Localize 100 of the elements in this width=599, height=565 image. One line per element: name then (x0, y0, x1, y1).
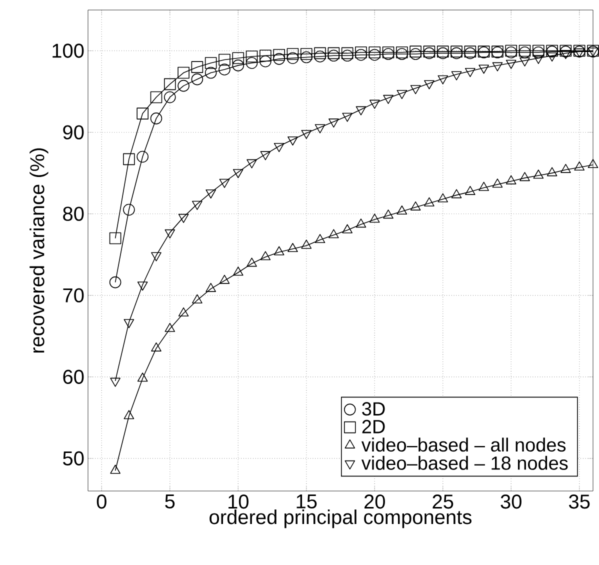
point (246, 50, 258, 62)
point (588, 159, 598, 168)
point (560, 50, 571, 60)
x-tick-label: 10 (228, 494, 248, 509)
y-tick-label: 60 (63, 370, 84, 384)
point (383, 210, 394, 219)
legend-label: 3D (362, 402, 385, 416)
point (410, 201, 421, 210)
point (192, 294, 202, 304)
y-tick-label: 50 (63, 451, 84, 466)
point (438, 75, 448, 84)
x-tick-label: 20 (364, 494, 385, 509)
point (150, 112, 162, 124)
point (110, 464, 120, 474)
point (368, 48, 381, 61)
point (355, 46, 367, 58)
point (314, 50, 326, 62)
x-tick-label: 15 (296, 494, 317, 508)
point (314, 234, 326, 244)
point (368, 46, 381, 58)
point (546, 167, 558, 176)
legend-label: 2D (362, 420, 385, 434)
point (341, 47, 354, 60)
point (341, 50, 354, 62)
point (206, 282, 216, 292)
point (520, 57, 530, 66)
y-tick-label: 70 (63, 288, 84, 302)
point (478, 182, 489, 191)
point (109, 276, 122, 288)
point (451, 71, 462, 80)
point (369, 100, 380, 109)
point (560, 164, 571, 173)
point (260, 251, 271, 260)
point (246, 57, 258, 69)
point (232, 266, 244, 276)
point (506, 60, 516, 69)
point (506, 175, 516, 184)
point (218, 54, 230, 66)
legend-label: video–based – all nodes (361, 438, 566, 452)
point (260, 55, 272, 68)
point (328, 50, 340, 62)
point (232, 52, 244, 64)
x-tick-label: 35 (569, 494, 590, 509)
point (124, 410, 134, 420)
point (356, 218, 366, 228)
point (300, 51, 312, 64)
point (328, 229, 339, 238)
point (109, 232, 122, 244)
point (369, 214, 380, 223)
point (204, 66, 217, 79)
point (396, 205, 408, 215)
point (492, 62, 503, 72)
point (301, 240, 312, 249)
point (546, 52, 558, 62)
point (136, 108, 148, 120)
point (438, 193, 448, 202)
point (465, 186, 476, 195)
point (178, 307, 189, 316)
x-tick-label: 25 (432, 494, 454, 509)
point (342, 112, 352, 122)
point (328, 47, 340, 60)
point (164, 322, 176, 332)
point (273, 48, 285, 61)
point (246, 258, 257, 267)
point (410, 48, 422, 60)
point (383, 94, 394, 104)
point (288, 242, 298, 252)
point (178, 66, 190, 79)
point (356, 106, 366, 116)
point (478, 64, 489, 74)
point (533, 170, 544, 179)
legend-label: video–based – 18 nodes (361, 456, 568, 470)
point (286, 52, 299, 64)
y-tick-label: 90 (63, 125, 84, 140)
point (574, 48, 585, 58)
point (574, 161, 585, 170)
y-tick-label: 80 (63, 206, 84, 221)
point (492, 178, 503, 188)
point (342, 224, 352, 234)
point (232, 60, 244, 72)
point (451, 189, 462, 198)
point (465, 68, 476, 78)
point (136, 150, 148, 163)
point (274, 246, 284, 256)
x-tick-label: 30 (500, 494, 522, 509)
point (164, 78, 176, 90)
point (533, 54, 544, 64)
point (218, 64, 230, 76)
x-axis-title: ordered principal components (210, 510, 472, 528)
point (178, 80, 190, 92)
x-tick-label: 0 (96, 494, 106, 509)
point (219, 274, 230, 284)
point (410, 46, 422, 58)
y-tick-label: 100 (52, 44, 84, 58)
point (260, 50, 272, 62)
y-axis-title: recovered variance (%) (30, 148, 48, 353)
point (520, 172, 530, 182)
point (424, 197, 434, 206)
point (123, 204, 135, 216)
point (191, 73, 204, 86)
